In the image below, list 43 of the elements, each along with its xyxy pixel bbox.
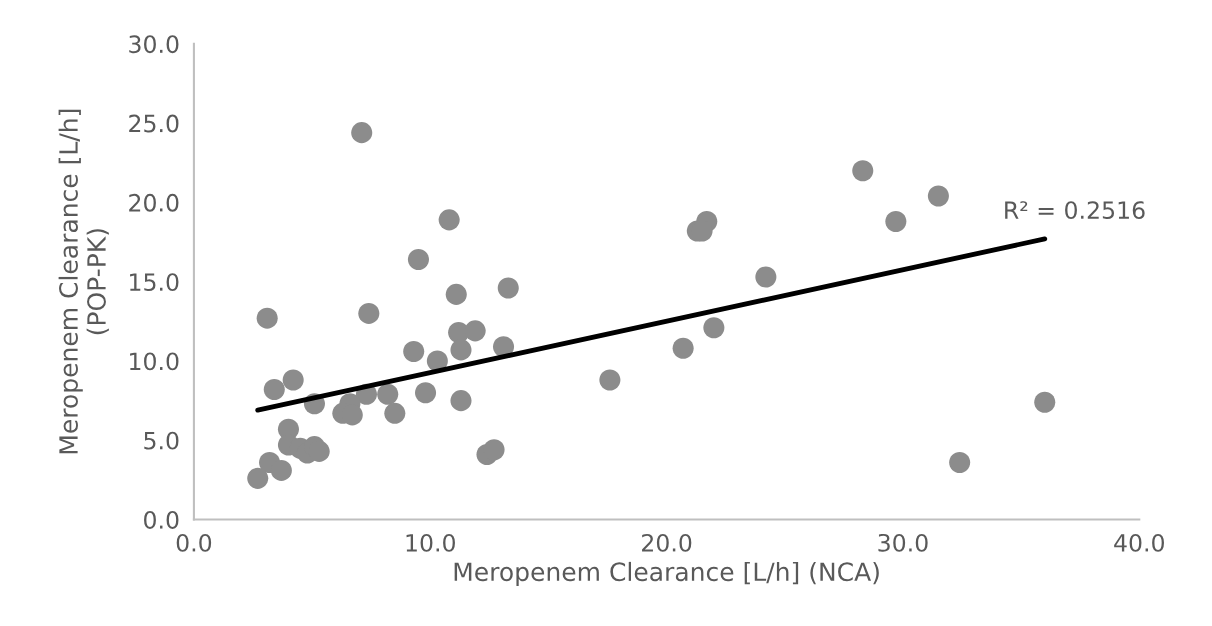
point xyxy=(852,160,874,182)
y-tick-label: 20.0 xyxy=(129,193,179,212)
y-tick-label: 25.0 xyxy=(129,114,179,133)
point xyxy=(358,302,380,324)
x-tick-label: 30.0 xyxy=(878,533,928,552)
x-tick-label: 40.0 xyxy=(1114,533,1164,552)
point xyxy=(247,467,269,489)
point xyxy=(464,320,486,342)
point xyxy=(450,339,472,361)
point xyxy=(256,307,278,329)
x-tick-label: 20.0 xyxy=(642,533,692,552)
point xyxy=(885,210,907,232)
point xyxy=(949,451,971,474)
x-axis-title: Meropenem Clearance [L/h] (NCA) xyxy=(454,561,879,587)
point xyxy=(438,209,460,231)
point xyxy=(377,383,399,405)
point xyxy=(403,340,425,363)
point xyxy=(599,369,621,391)
y-tick-label: 15.0 xyxy=(130,273,179,292)
point xyxy=(672,337,694,359)
point xyxy=(384,402,406,424)
y-tick-label: 5.0 xyxy=(144,431,179,450)
y-tick-label: 30.0 xyxy=(129,35,179,54)
point xyxy=(927,185,949,207)
point xyxy=(755,266,777,288)
point xyxy=(1034,391,1056,413)
x-tick-label: 0.0 xyxy=(176,533,212,552)
point xyxy=(450,390,472,412)
point xyxy=(445,283,467,305)
y-tick-label: 0.0 xyxy=(144,511,179,529)
point xyxy=(703,317,725,339)
x-tick-label: 10.0 xyxy=(406,533,455,552)
y-tick-label: 10.0 xyxy=(130,352,179,371)
point xyxy=(415,382,437,404)
y-axis-title: Meropenem Clearance [L/h] (POP-PK) xyxy=(58,109,109,454)
point xyxy=(497,277,519,299)
point xyxy=(270,459,292,481)
point xyxy=(263,379,285,401)
point xyxy=(351,122,373,144)
point xyxy=(483,439,505,461)
annotation: R² = 0.2516 xyxy=(1005,201,1145,220)
point xyxy=(407,248,429,271)
point xyxy=(282,369,304,391)
